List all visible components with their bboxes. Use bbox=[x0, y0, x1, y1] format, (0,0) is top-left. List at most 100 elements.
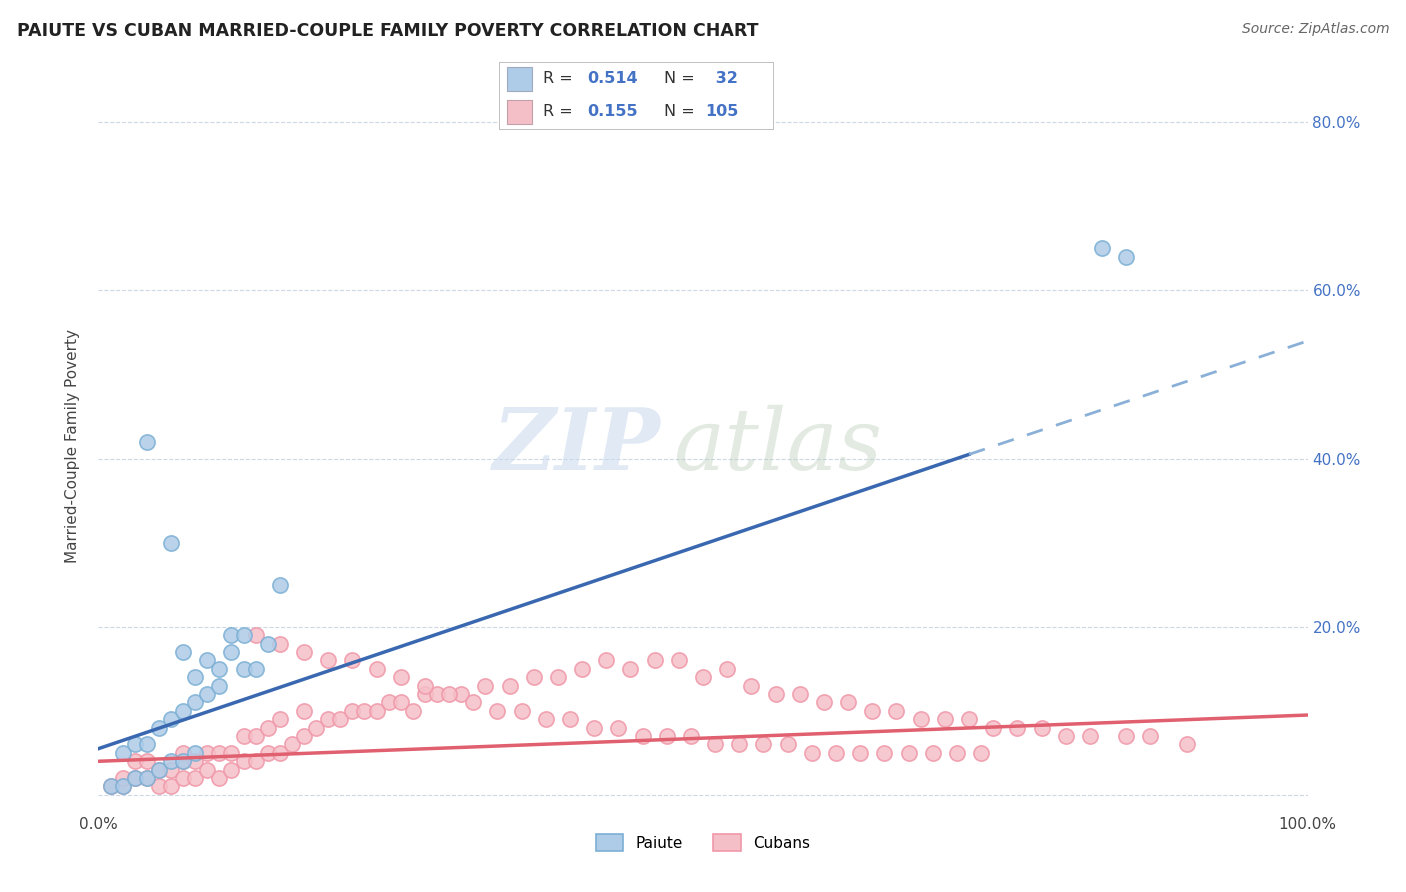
Point bbox=[619, 662, 641, 676]
Point bbox=[135, 771, 157, 785]
Point bbox=[245, 754, 267, 768]
Point bbox=[148, 763, 170, 777]
Point bbox=[377, 695, 399, 709]
Text: R =: R = bbox=[543, 71, 578, 86]
Point bbox=[184, 746, 207, 760]
Point bbox=[111, 771, 134, 785]
Point bbox=[534, 712, 557, 726]
Point bbox=[184, 771, 207, 785]
Point bbox=[208, 771, 231, 785]
Point bbox=[148, 780, 170, 794]
Point bbox=[245, 628, 267, 642]
Point bbox=[160, 712, 183, 726]
Point bbox=[426, 687, 449, 701]
Point bbox=[970, 746, 993, 760]
Point bbox=[644, 653, 666, 667]
Point bbox=[256, 636, 278, 650]
Point bbox=[195, 763, 218, 777]
Point bbox=[172, 645, 194, 659]
Point bbox=[221, 746, 243, 760]
Text: 32: 32 bbox=[710, 71, 738, 86]
Point bbox=[728, 738, 751, 752]
Point bbox=[558, 712, 581, 726]
Point bbox=[752, 738, 775, 752]
Point bbox=[1115, 729, 1137, 743]
Point bbox=[342, 653, 364, 667]
Text: Source: ZipAtlas.com: Source: ZipAtlas.com bbox=[1241, 22, 1389, 37]
Y-axis label: Married-Couple Family Poverty: Married-Couple Family Poverty bbox=[65, 329, 80, 563]
Bar bbox=[508, 67, 531, 91]
Point bbox=[849, 746, 872, 760]
Text: 105: 105 bbox=[704, 103, 738, 119]
Point bbox=[135, 738, 157, 752]
Point bbox=[148, 721, 170, 735]
Point bbox=[910, 712, 932, 726]
Point bbox=[860, 704, 883, 718]
Point bbox=[281, 738, 304, 752]
Text: N =: N = bbox=[664, 71, 700, 86]
Point bbox=[389, 670, 412, 684]
Point bbox=[305, 721, 328, 735]
Point bbox=[957, 712, 980, 726]
Point bbox=[292, 729, 315, 743]
Point bbox=[232, 729, 254, 743]
Point bbox=[160, 763, 183, 777]
Bar bbox=[508, 100, 531, 124]
Point bbox=[111, 780, 134, 794]
Point bbox=[269, 746, 291, 760]
Point bbox=[366, 704, 388, 718]
Point bbox=[463, 695, 485, 709]
Point bbox=[353, 704, 375, 718]
Point bbox=[389, 695, 412, 709]
Point bbox=[245, 729, 267, 743]
Point bbox=[789, 687, 811, 701]
Point bbox=[486, 704, 509, 718]
Point bbox=[269, 578, 291, 592]
Point bbox=[571, 662, 593, 676]
Point bbox=[825, 746, 848, 760]
Point bbox=[886, 704, 908, 718]
Point bbox=[873, 746, 896, 760]
Point bbox=[692, 670, 714, 684]
Point bbox=[837, 695, 859, 709]
Point bbox=[437, 687, 460, 701]
Point bbox=[195, 653, 218, 667]
Point bbox=[342, 704, 364, 718]
Point bbox=[921, 746, 943, 760]
Point bbox=[765, 687, 787, 701]
Point bbox=[111, 746, 134, 760]
Point bbox=[631, 729, 654, 743]
Point bbox=[934, 712, 956, 726]
Point bbox=[232, 754, 254, 768]
Point bbox=[1139, 729, 1161, 743]
Point bbox=[668, 653, 690, 667]
Point bbox=[124, 771, 146, 785]
Text: N =: N = bbox=[664, 103, 700, 119]
Point bbox=[897, 746, 920, 760]
Point bbox=[256, 721, 278, 735]
Text: 0.155: 0.155 bbox=[586, 103, 637, 119]
Point bbox=[172, 754, 194, 768]
Point bbox=[316, 712, 339, 726]
Point bbox=[800, 746, 823, 760]
Point bbox=[1175, 738, 1198, 752]
Point bbox=[413, 679, 436, 693]
Point bbox=[583, 721, 606, 735]
Point bbox=[523, 670, 546, 684]
Point bbox=[402, 704, 425, 718]
Point bbox=[813, 695, 835, 709]
Point bbox=[208, 746, 231, 760]
Point bbox=[474, 679, 496, 693]
Point bbox=[655, 729, 678, 743]
Point bbox=[160, 780, 183, 794]
Point bbox=[740, 679, 762, 693]
Point bbox=[1115, 250, 1137, 264]
Point bbox=[981, 721, 1004, 735]
Legend: Paiute, Cubans: Paiute, Cubans bbox=[588, 826, 818, 859]
Point bbox=[124, 754, 146, 768]
Point bbox=[269, 712, 291, 726]
Point bbox=[172, 704, 194, 718]
Point bbox=[184, 670, 207, 684]
Point bbox=[413, 687, 436, 701]
Point bbox=[1091, 242, 1114, 256]
